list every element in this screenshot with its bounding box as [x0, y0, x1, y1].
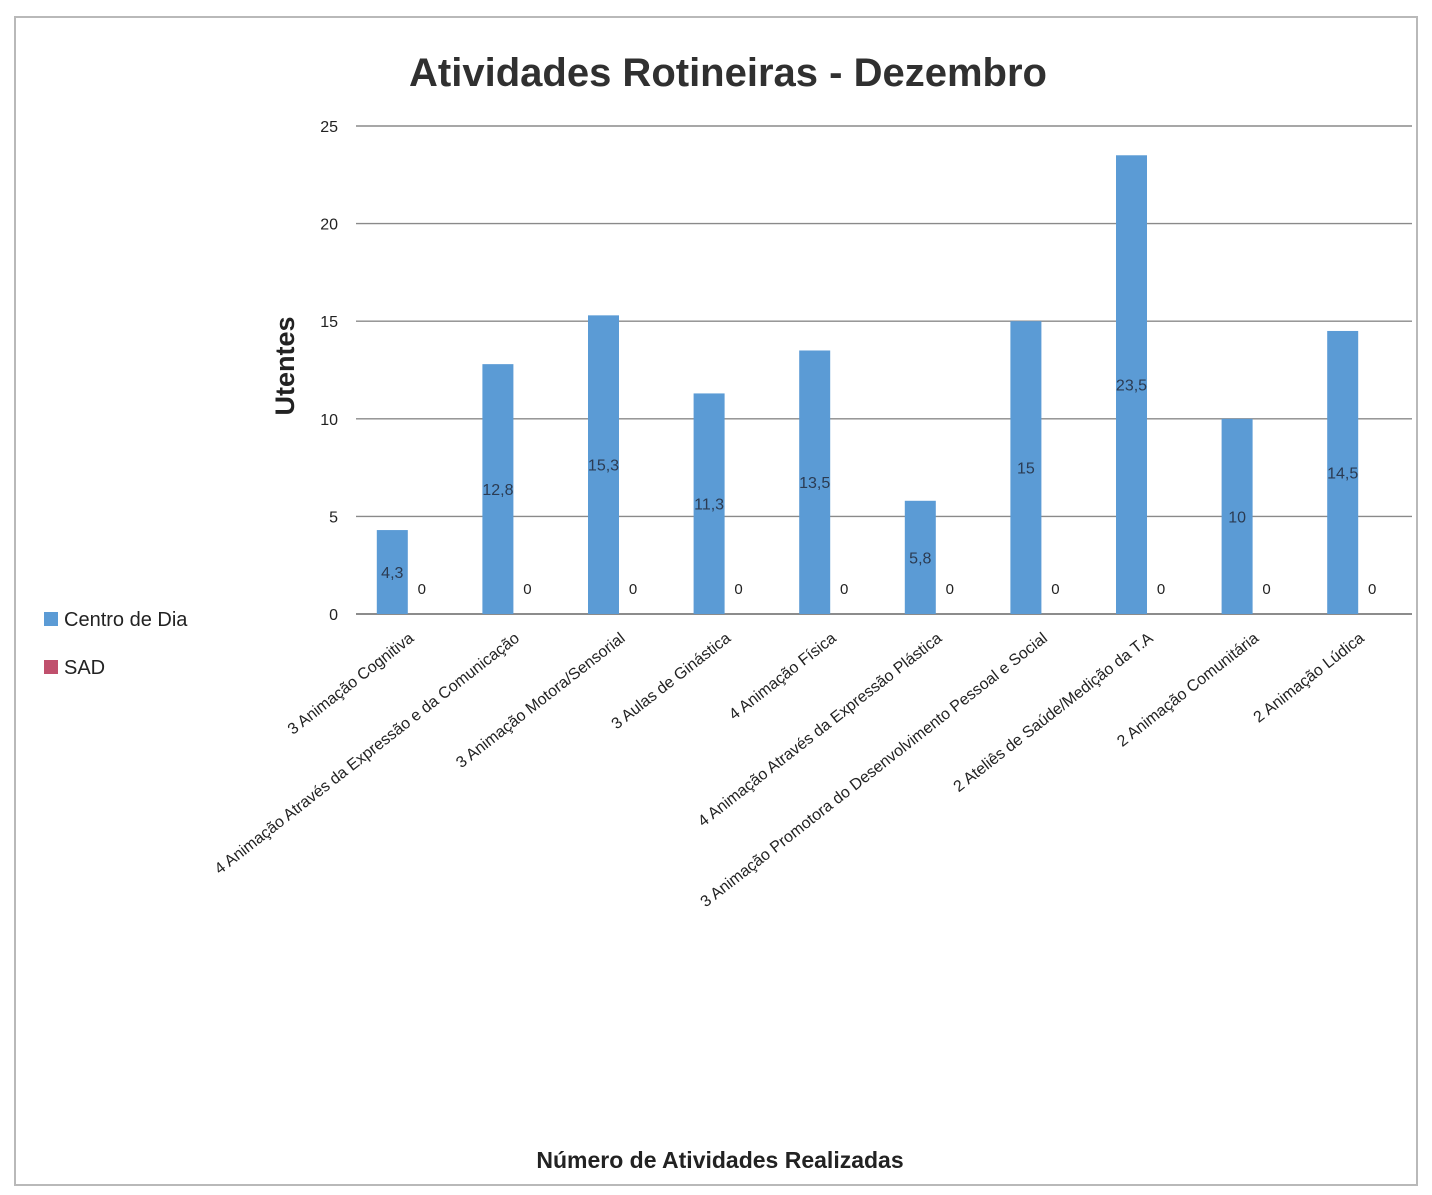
- data-label-sad: 0: [946, 581, 954, 598]
- bar-centro-de-dia: [693, 393, 725, 614]
- legend-label: Centro de Dia: [64, 609, 188, 631]
- chart-title: Atividades Rotineiras - Dezembro: [409, 51, 1047, 95]
- data-label-sad: 0: [629, 581, 637, 598]
- data-label-sad: 0: [840, 581, 848, 598]
- legend-swatch: [44, 660, 58, 674]
- legend-label: SAD: [64, 657, 105, 679]
- x-category-label: 2 Ateliês de Saúde/Medição da T.A: [951, 630, 1157, 796]
- x-category-label: 2 Animação Lúdica: [1251, 630, 1368, 727]
- data-labels: 4,3 0 12,8 0 15,3 0 11,3 0 13,5 0 5,8 0 15 0 23,5 0 10 0 1…: [381, 378, 1376, 598]
- grid-lines: [356, 125, 1412, 518]
- x-category-label: 3 Animação Motora/Sensorial: [453, 630, 628, 772]
- data-label-sad: 0: [1157, 581, 1165, 598]
- bar-centro-de-dia: [1327, 330, 1359, 614]
- y-tick-label: 15: [320, 314, 338, 331]
- data-label-sad: 0: [734, 581, 742, 598]
- y-tick-label: 25: [320, 119, 338, 136]
- data-label-centro-de-dia: 11,3: [694, 497, 724, 514]
- bar-centro-de-dia: [1116, 155, 1147, 614]
- data-label-centro-de-dia: 12,8: [482, 482, 513, 499]
- bar-centro-de-dia: [1010, 321, 1042, 614]
- x-category-label: 3 Animação Promotora do Desenvolvimento …: [698, 630, 1051, 911]
- data-label-centro-de-dia: 15: [1017, 461, 1035, 478]
- data-label-centro-de-dia: 13,5: [799, 475, 830, 492]
- x-category-label: 3 Aulas de Ginástica: [609, 630, 734, 733]
- data-label-sad: 0: [1051, 581, 1059, 598]
- data-label-sad: 0: [523, 581, 531, 598]
- bars: [376, 155, 1359, 614]
- y-axis-ticks: 0 5 10 15 20 25: [320, 119, 338, 624]
- y-tick-label: 0: [329, 607, 338, 624]
- y-tick-label: 10: [320, 412, 338, 429]
- bar-centro-de-dia: [588, 315, 619, 614]
- data-label-sad: 0: [1262, 581, 1270, 598]
- legend: Centro de Dia SAD: [44, 609, 188, 679]
- data-label-sad: 0: [1368, 581, 1376, 598]
- data-label-centro-de-dia: 5,8: [909, 550, 931, 567]
- x-category-label: 4 Animação Física: [726, 630, 840, 724]
- x-axis-title: Número de Atividades Realizadas: [536, 1147, 903, 1173]
- bar-centro-de-dia: [482, 364, 514, 614]
- bar-centro-de-dia: [1221, 418, 1253, 614]
- data-label-centro-de-dia: 15,3: [588, 458, 619, 475]
- data-label-centro-de-dia: 23,5: [1116, 378, 1147, 395]
- bar-centro-de-dia: [799, 350, 831, 614]
- y-tick-label: 20: [320, 217, 338, 234]
- y-tick-label: 5: [329, 509, 338, 526]
- bar-centro-de-dia: [376, 530, 408, 614]
- data-label-centro-de-dia: 14,5: [1327, 465, 1358, 482]
- data-label-centro-de-dia: 4,3: [381, 565, 403, 582]
- legend-swatch: [44, 612, 58, 626]
- data-label-sad: 0: [418, 581, 426, 598]
- x-category-label: 4 Animação Através da Expressão Plástica: [695, 630, 945, 831]
- data-label-centro-de-dia: 10: [1228, 509, 1246, 526]
- y-axis-title: Utentes: [270, 316, 300, 415]
- bar-centro-de-dia: [904, 500, 936, 614]
